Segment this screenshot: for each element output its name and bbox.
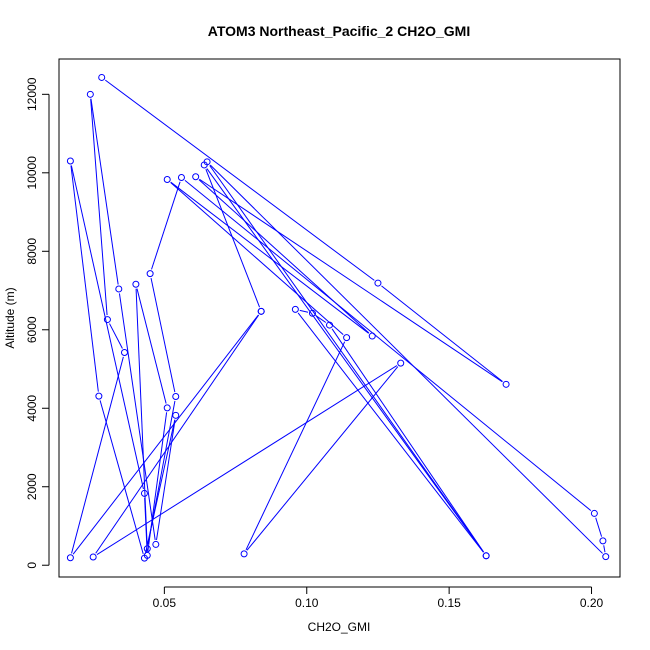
data-point (192, 173, 200, 181)
x-tick-label: 0.20 (580, 596, 604, 610)
series-segment (70, 165, 144, 490)
data-point (308, 309, 316, 317)
series-segment (151, 181, 181, 270)
y-tick-label: 8000 (25, 238, 39, 265)
data-point (86, 90, 94, 98)
data-point (257, 307, 265, 315)
y-axis: 0 2000 4000 6000 8000 10000 12000 (25, 77, 50, 569)
series-segment (71, 356, 124, 554)
y-tick-label: 12000 (25, 77, 39, 111)
data-point (146, 270, 154, 278)
series-segment (297, 312, 484, 553)
data-point (89, 553, 97, 561)
series-segment (209, 165, 484, 553)
data-point (177, 174, 185, 182)
series-segment (603, 545, 606, 553)
y-tick-label: 6000 (25, 316, 39, 343)
series-segment (595, 517, 603, 537)
data-point (602, 553, 610, 561)
data-point (143, 551, 151, 559)
series-segment (199, 178, 503, 383)
series-layer (66, 73, 610, 562)
data-point (152, 540, 160, 548)
series-segment (331, 328, 485, 553)
series-segment (99, 400, 144, 554)
series-segment (109, 323, 123, 349)
data-point (368, 332, 376, 340)
data-point (343, 334, 351, 342)
data-point (66, 554, 74, 562)
series-segment (136, 288, 167, 404)
series-segment (118, 293, 156, 541)
y-axis-label: Altitude (m) (3, 287, 17, 348)
data-point (143, 545, 151, 553)
series-segment (147, 400, 176, 545)
data-point (163, 175, 171, 183)
x-tick-label: 0.15 (437, 596, 461, 610)
series-segment (90, 98, 119, 285)
data-point (326, 321, 334, 329)
series-segment (205, 168, 261, 308)
data-point (200, 161, 208, 169)
data-point (163, 404, 171, 412)
data-point (120, 349, 128, 357)
data-point (115, 285, 123, 293)
series-segment (206, 168, 484, 553)
data-point (590, 509, 598, 517)
x-tick-label: 0.05 (153, 596, 177, 610)
series-segment (70, 165, 99, 392)
data-point (140, 489, 148, 497)
series-segment (170, 182, 344, 336)
data-point (397, 359, 405, 367)
series-segment (170, 181, 369, 334)
data-point (374, 279, 382, 287)
data-point (66, 157, 74, 165)
data-point (172, 392, 180, 400)
y-tick-label: 2000 (25, 473, 39, 500)
data-point (482, 552, 490, 560)
y-tick-label: 4000 (25, 395, 39, 422)
series-segment (315, 315, 327, 323)
x-axis-label: CH2O_GMI (308, 620, 371, 634)
data-point (599, 537, 607, 545)
data-point (291, 305, 299, 313)
series-segment (245, 341, 346, 550)
x-tick-label: 0.10 (295, 596, 319, 610)
chart-title: ATOM3 Northeast_Pacific_2 CH2O_GMI (208, 23, 470, 39)
series-segment (72, 314, 259, 555)
x-axis: 0.05 0.10 0.15 0.20 (153, 586, 604, 610)
y-tick-label: 0 (25, 562, 39, 569)
series-segment (299, 309, 309, 313)
data-point (95, 392, 103, 400)
series-segment (95, 314, 260, 554)
plot-frame (58, 58, 621, 578)
y-tick-label: 10000 (25, 156, 39, 190)
series-segment (135, 288, 148, 545)
data-point (172, 411, 180, 419)
series-segment (96, 365, 398, 556)
series-segment (381, 285, 503, 382)
series-segment (90, 98, 108, 316)
data-point (132, 280, 140, 288)
data-point (103, 316, 111, 324)
data-point (98, 73, 106, 81)
series-segment (150, 277, 176, 393)
series-segment (105, 79, 375, 281)
series-segment (246, 366, 399, 551)
data-point (240, 550, 248, 558)
data-point (502, 380, 510, 388)
series-segment (184, 179, 592, 511)
series-segment (156, 419, 176, 541)
series-segment (209, 164, 603, 554)
